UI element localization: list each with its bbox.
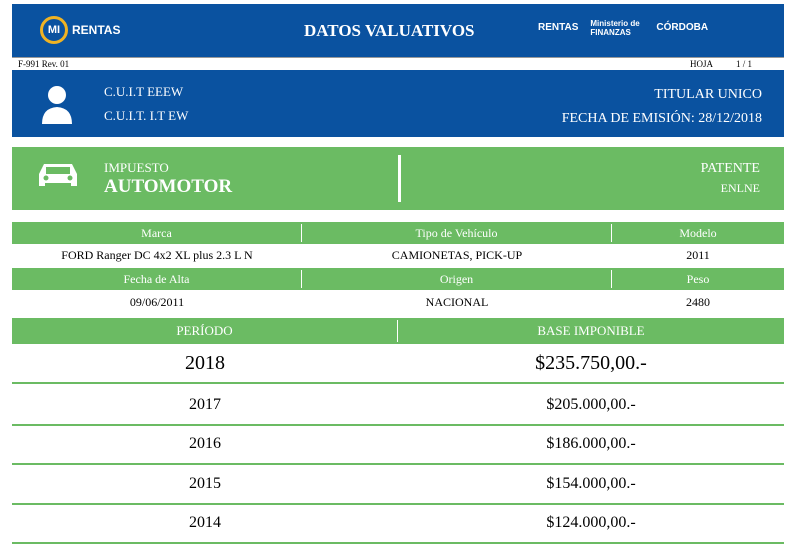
user-icon — [42, 86, 72, 124]
table-row: 2018 $235.750,00.- — [12, 344, 784, 384]
finanzas-logo: Ministerio de FINANZAS — [590, 19, 640, 37]
period-year: 2015 — [189, 475, 221, 492]
col-marca: Marca — [12, 224, 302, 242]
peso-value: 2480 — [686, 294, 710, 309]
impuesto-panel: IMPUESTO AUTOMOTOR PATENTE ENLNE — [12, 147, 784, 210]
patente-label: PATENTE — [700, 161, 760, 176]
col-base-imponible: BASE IMPONIBLE — [537, 323, 645, 338]
period-base: $124.000,00.- — [546, 514, 636, 531]
table-row: 2016 $186.000,00.- — [12, 425, 784, 465]
emission-date: FECHA DE EMISIÓN: 28/12/2018 — [561, 111, 762, 126]
car-icon — [39, 164, 77, 186]
logo-rentas: RENTAS — [72, 23, 121, 37]
period-base: $186.000,00.- — [546, 435, 636, 452]
vehicle-header-2: Fecha de Alta Origen Peso — [12, 268, 784, 290]
period-year: 2016 — [189, 435, 221, 452]
col-periodo: PERÍODO — [12, 320, 398, 342]
periods-header: PERÍODO BASE IMPONIBLE — [12, 318, 784, 344]
mi-rentas-logo: MI RENTAS — [40, 16, 120, 44]
logo-mi: MI — [40, 16, 68, 44]
period-year: 2017 — [189, 396, 221, 413]
table-row: 2014 $124.000,00.- — [12, 504, 784, 544]
col-origen: Origen — [302, 270, 612, 288]
hoja-number: 1 / 1 — [736, 59, 753, 69]
vehicle-header-1: Marca Tipo de Vehículo Modelo — [12, 222, 784, 244]
period-base: $205.000,00.- — [546, 396, 636, 413]
titular-panel: C.U.I.T EEEW C.U.I.T. I.T EW TITULAR UNI… — [12, 70, 784, 137]
tipo-value: CAMIONETAS, PICK-UP — [391, 247, 523, 262]
vehicle-row-1: FORD Ranger DC 4x2 XL plus 2.3 L N CAMIO… — [12, 244, 784, 266]
origen-value: NACIONAL — [425, 294, 489, 309]
titular-type: TITULAR UNICO — [654, 87, 762, 102]
cordoba-logo: CÓRDOBA — [656, 22, 709, 33]
period-year: 2014 — [189, 514, 221, 531]
table-row: 2017 $205.000,00.- — [12, 386, 784, 426]
period-year: 2018 — [185, 351, 225, 374]
col-modelo: Modelo — [679, 226, 717, 240]
fecha-alta-value: 09/06/2011 — [129, 294, 185, 309]
col-tipo: Tipo de Vehículo — [302, 224, 612, 242]
form-strip: F-991 Rev. 01 HOJA 1 / 1 — [12, 57, 784, 70]
modelo-value: 2011 — [686, 247, 710, 262]
hoja-label: HOJA — [690, 59, 714, 69]
page-header: MI RENTAS DATOS VALUATIVOS RENTAS Minist… — [12, 4, 784, 57]
impuesto-label: IMPUESTO — [104, 160, 169, 175]
marca-value: FORD Ranger DC 4x2 XL plus 2.3 L N — [61, 247, 253, 262]
cuit-2: C.U.I.T. I.T EW — [104, 108, 189, 123]
divider — [398, 155, 401, 202]
impuesto-value: AUTOMOTOR — [104, 176, 233, 197]
period-base: $235.750,00.- — [535, 351, 647, 374]
patente-value: ENLNE — [720, 181, 760, 195]
table-row: 2015 $154.000,00.- — [12, 465, 784, 505]
form-code: F-991 Rev. 01 — [18, 59, 70, 69]
cuit-1: C.U.I.T EEEW — [104, 84, 184, 99]
period-base: $154.000,00.- — [546, 475, 636, 492]
page-title: DATOS VALUATIVOS — [304, 21, 475, 40]
vehicle-row-2: 09/06/2011 NACIONAL 2480 — [12, 291, 784, 313]
rentas-logo: RENTAS — [538, 22, 579, 33]
col-fecha-alta: Fecha de Alta — [12, 270, 302, 288]
col-peso: Peso — [686, 272, 710, 286]
